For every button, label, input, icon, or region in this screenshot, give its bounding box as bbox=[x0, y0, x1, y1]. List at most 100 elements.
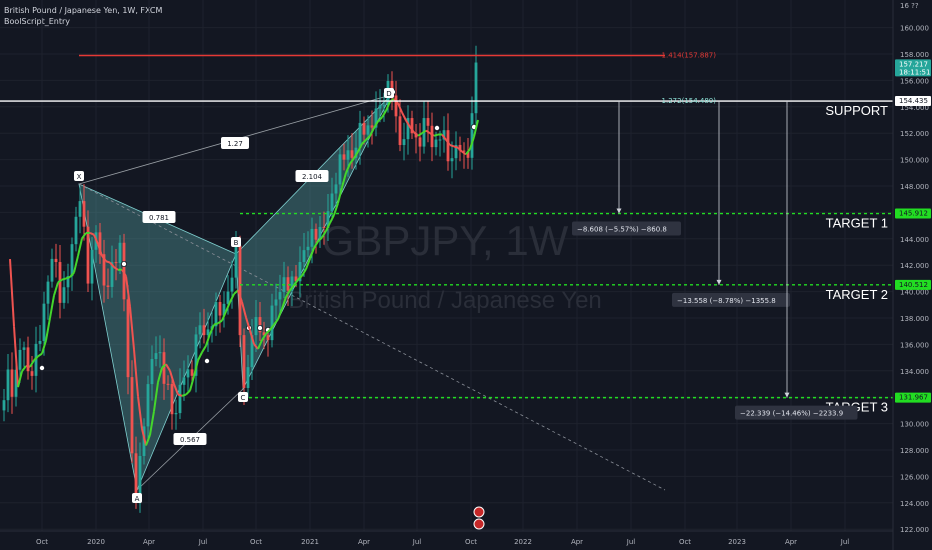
pattern-point-label: B bbox=[234, 239, 239, 247]
ma-segment bbox=[29, 359, 35, 368]
ma-segment bbox=[249, 330, 255, 345]
last-price-tag-text: 157.217 bbox=[899, 60, 928, 68]
ma-segment bbox=[205, 333, 211, 347]
ma-segment bbox=[329, 214, 335, 224]
y-tick-label: 140.000 bbox=[900, 289, 929, 297]
candle-body bbox=[186, 369, 190, 378]
ma-segment bbox=[125, 276, 131, 307]
ma-segment bbox=[461, 150, 467, 156]
candle-body bbox=[406, 118, 410, 140]
ma-segment bbox=[37, 352, 43, 358]
ma-segment bbox=[257, 339, 263, 350]
candle-body bbox=[174, 413, 178, 415]
candle-body bbox=[234, 245, 238, 278]
entry-marker bbox=[121, 260, 128, 267]
candle-body bbox=[158, 352, 162, 354]
ma-segment bbox=[365, 135, 371, 141]
ma-segment bbox=[269, 323, 275, 331]
watermark-symbol: GBPJPY, 1W bbox=[322, 217, 569, 264]
target1-price-tag-bg bbox=[895, 208, 931, 219]
candle-body bbox=[290, 276, 294, 291]
ma-segment bbox=[421, 129, 427, 135]
ma-segment bbox=[41, 340, 47, 354]
candle-body bbox=[214, 302, 218, 327]
candle-body bbox=[14, 369, 18, 397]
ma-segment bbox=[445, 139, 451, 146]
ratio-badge bbox=[142, 211, 176, 223]
candle-body bbox=[22, 347, 26, 350]
candle-body bbox=[382, 105, 386, 107]
ma-segment bbox=[369, 127, 375, 137]
candle-body bbox=[166, 383, 170, 385]
watermark-name: British Pound / Japanese Yen bbox=[288, 287, 602, 314]
ma-segment bbox=[425, 129, 431, 135]
ma-segment bbox=[385, 101, 391, 112]
candle-body bbox=[438, 139, 442, 141]
y-tick-label: 126.000 bbox=[900, 473, 929, 481]
candle-body bbox=[222, 303, 226, 316]
ma-segment bbox=[313, 240, 319, 249]
ma-segment bbox=[193, 359, 199, 377]
ma-segment bbox=[405, 119, 411, 128]
candle-body bbox=[242, 335, 246, 388]
x-tick-label: Jul bbox=[412, 538, 422, 546]
event-marker-icon bbox=[473, 518, 485, 530]
support-label: SUPPORT bbox=[825, 103, 888, 118]
y-axis: 160.000 158.000 156.000 154.000 152.000 150.0… bbox=[892, 0, 931, 550]
x-tick-label: Oct bbox=[250, 538, 262, 546]
candle-body bbox=[434, 139, 438, 148]
y-tick-label: 134.000 bbox=[900, 368, 929, 376]
ma-segment bbox=[345, 163, 351, 174]
candle-body bbox=[106, 285, 110, 287]
ma-segment bbox=[337, 187, 343, 204]
x-tick-label: Oct bbox=[36, 538, 48, 546]
pattern-dashed-xb bbox=[78, 183, 666, 491]
ma-segment bbox=[97, 243, 103, 257]
last-price-tag-bg bbox=[895, 59, 931, 77]
indicator-name[interactable]: BoolScript_Entry bbox=[4, 17, 70, 26]
ma-segment bbox=[469, 136, 475, 150]
moving-average bbox=[9, 98, 479, 446]
pattern-point-badge bbox=[384, 88, 394, 98]
candle-body bbox=[102, 254, 106, 286]
ratio-badge bbox=[173, 433, 207, 445]
candle-body bbox=[134, 453, 138, 496]
x-tick-label: Apr bbox=[143, 538, 155, 546]
candle-body bbox=[462, 150, 466, 152]
ma-segment bbox=[409, 126, 415, 133]
pattern-point-badge bbox=[74, 171, 84, 181]
candle-body bbox=[194, 334, 198, 376]
ma-segment bbox=[449, 144, 455, 148]
y-tick-label: 158.000 bbox=[900, 51, 929, 59]
ma-segment bbox=[197, 351, 203, 361]
target3-price-tag-bg bbox=[895, 392, 931, 403]
y-tick-label: 152.000 bbox=[900, 130, 929, 138]
ma-segment bbox=[49, 295, 55, 319]
ma-segment bbox=[93, 234, 99, 245]
countdown-text: 18:11:51 bbox=[899, 68, 930, 76]
ma-segment bbox=[305, 258, 311, 270]
candle-body bbox=[446, 130, 450, 162]
support-price-tag-bg bbox=[895, 96, 931, 107]
target3-arrowhead bbox=[784, 392, 790, 398]
ma-segment bbox=[77, 238, 83, 257]
candle-body bbox=[62, 287, 66, 303]
candle-body bbox=[190, 369, 194, 376]
target2-price-tag-text: 140.512 bbox=[899, 281, 928, 289]
ratio-label: 0.781 bbox=[149, 214, 169, 222]
candle-body bbox=[362, 122, 366, 135]
y-tick-label: 154.000 bbox=[900, 104, 929, 112]
ma-segment bbox=[13, 326, 19, 388]
candle-body bbox=[114, 262, 118, 264]
candle-body bbox=[370, 125, 374, 128]
candle-body bbox=[86, 226, 90, 284]
ma-segment bbox=[121, 269, 127, 277]
ma-segment bbox=[181, 393, 187, 397]
candle-body bbox=[98, 232, 102, 255]
ma-segment bbox=[201, 345, 207, 353]
ma-segment bbox=[377, 116, 383, 123]
ma-segment bbox=[297, 275, 303, 281]
ma-segment bbox=[309, 247, 315, 259]
candle-body bbox=[470, 113, 474, 158]
